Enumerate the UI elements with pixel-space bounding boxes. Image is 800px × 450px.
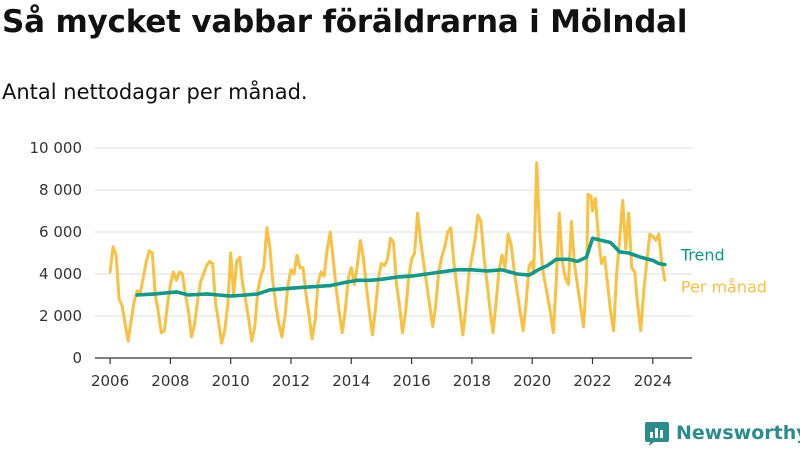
x-tick-label: 2024: [634, 372, 672, 390]
y-tick-label: 6 000: [39, 223, 82, 241]
chart-subtitle: Antal nettodagar per månad.: [2, 80, 308, 104]
x-tick-label: 2018: [453, 372, 491, 390]
series-line-per-manad: [108, 161, 667, 345]
x-tick-label: 2022: [573, 372, 611, 390]
x-tick-label: 2008: [151, 372, 189, 390]
chart-title: Så mycket vabbar föräldrarna i Mölndal: [2, 4, 688, 40]
newsworthy-wordmark: Newsworthy: [676, 422, 800, 444]
series-labels: Per månad Trend: [680, 246, 767, 297]
y-tick-label: 10 000: [30, 139, 83, 157]
y-tick-label: 0: [72, 349, 82, 367]
y-tick-label: 4 000: [39, 265, 82, 283]
x-tick-label: 2020: [513, 372, 551, 390]
newsworthy-logo: Newsworthy: [644, 420, 800, 446]
x-tick-label: 2010: [212, 372, 250, 390]
series-lines: [108, 161, 667, 345]
x-tick-label: 2016: [392, 372, 430, 390]
y-axis-ticks: 0 2 000 4 000 6 000 8 000 10 000: [30, 139, 83, 367]
x-axis: 2006 2008 2010 2012 2014 2016 2018 2020 2022 2024: [91, 357, 692, 390]
newsworthy-logo-icon: [645, 422, 669, 446]
x-tick-label: 2006: [91, 372, 129, 390]
x-tick-label: 2014: [332, 372, 370, 390]
series-label-per-manad: Per månad: [681, 277, 767, 296]
x-tick-label: 2012: [272, 372, 310, 390]
series-label-trend: Trend: [680, 246, 725, 265]
y-tick-label: 8 000: [39, 181, 82, 199]
y-tick-label: 2 000: [39, 307, 82, 325]
series-line-trend: [135, 236, 667, 298]
